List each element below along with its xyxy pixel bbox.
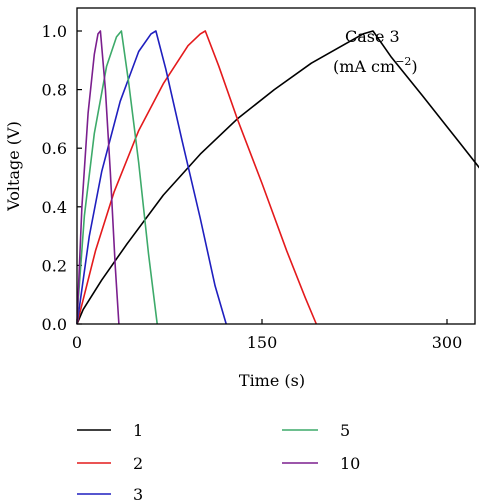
- y-tick-label: 0.2: [42, 256, 67, 275]
- y-tick-label: 1.0: [42, 22, 67, 41]
- legend-label-2: 2: [133, 454, 143, 473]
- y-tick-label: 0.0: [42, 315, 67, 334]
- y-tick-label: 0.8: [42, 81, 67, 100]
- annotation-units: (mA cm−2): [333, 55, 418, 76]
- legend-label-3: 3: [133, 485, 143, 500]
- x-axis-label: Time (s): [239, 371, 305, 390]
- x-tick-label: 300: [432, 333, 463, 352]
- legend: 1 2 3 5 10: [77, 421, 360, 500]
- series-line-3: [76, 30, 227, 325]
- series-line-2: [76, 30, 318, 325]
- x-tick-label: 0: [72, 333, 82, 352]
- series-line-1: [76, 30, 479, 325]
- legend-label-1: 1: [133, 421, 143, 440]
- axis-ticks: 01503004506000.00.20.40.60.81.0: [42, 22, 463, 352]
- y-tick-label: 0.6: [42, 139, 67, 158]
- annotation-units-suffix: ): [411, 57, 417, 76]
- x-tick-label: 150: [247, 333, 278, 352]
- series-line-5: [76, 30, 158, 325]
- annotation-case: Case 3: [345, 27, 400, 46]
- legend-label-10: 10: [340, 454, 360, 473]
- series-lines: [76, 30, 479, 325]
- annotation-units-sup: −2: [395, 55, 411, 68]
- legend-label-5: 5: [340, 421, 350, 440]
- y-tick-label: 0.4: [42, 198, 67, 217]
- plot-frame: [76, 7, 476, 325]
- y-axis-label: Voltage (V): [4, 121, 23, 212]
- series-line-10: [76, 30, 120, 325]
- annotation-units-prefix: (mA cm: [333, 57, 395, 76]
